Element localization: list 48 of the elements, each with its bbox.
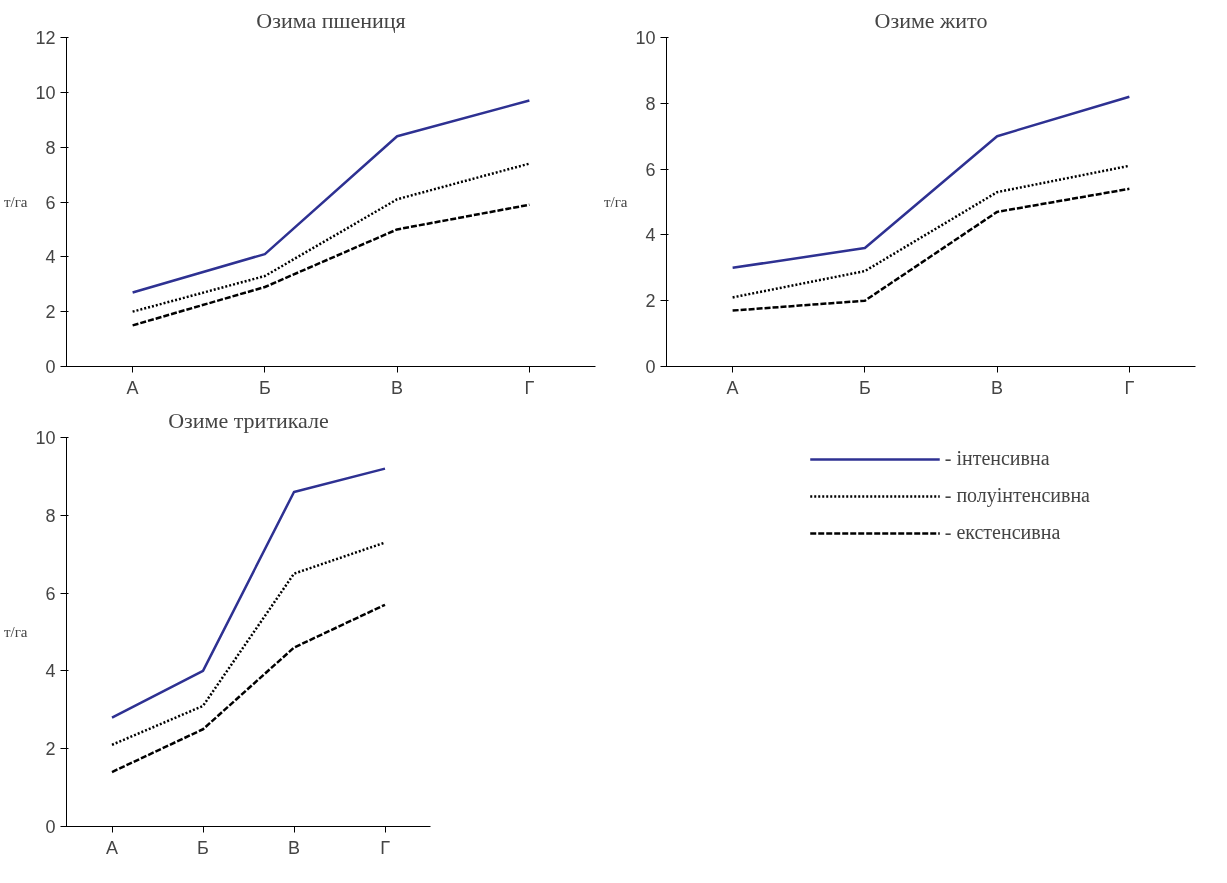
x-tick-label: А [126, 377, 139, 398]
y-tick-label: 6 [45, 192, 56, 213]
line-series [131, 99, 531, 294]
chart-title: Озиме тритикале [168, 407, 329, 433]
y-tick-label: 4 [645, 225, 656, 246]
x-tick-label: А [726, 377, 739, 398]
x-tick-label: В [991, 377, 1004, 398]
y-tick-label: 2 [45, 739, 56, 760]
y-tick-label: 0 [45, 357, 56, 377]
x-tick-label: Б [858, 377, 871, 398]
y-tick-label: 6 [645, 159, 656, 180]
y-tick-label: 8 [645, 93, 656, 114]
chart-title: Озима пшениця [256, 7, 406, 33]
y-tick-label: 0 [45, 817, 56, 837]
text: - інтенсивна [944, 447, 1050, 470]
y-axis-title: т/га [3, 194, 28, 210]
y-tick-label: 6 [45, 583, 56, 604]
y-tick-label: 2 [645, 291, 656, 312]
y-axis-title: т/га [603, 194, 628, 210]
line-series [731, 164, 1131, 299]
line-series [731, 95, 1131, 270]
y-tick-label: 10 [35, 428, 56, 448]
x-tick-label: В [288, 837, 301, 858]
y-tick-label: 10 [635, 28, 656, 48]
y-tick-label: 4 [45, 247, 56, 268]
line-series [110, 603, 387, 774]
y-axis-title: т/га [3, 624, 28, 640]
y-tick-label: 2 [45, 302, 56, 323]
x-tick-label: Г [1124, 377, 1135, 398]
line-series [110, 541, 387, 747]
text: - полуінтенсивна [944, 484, 1090, 507]
y-tick-label: 8 [45, 137, 56, 158]
x-tick-label: Г [380, 837, 391, 858]
x-tick-label: Г [524, 377, 535, 398]
line-series [110, 467, 387, 719]
y-tick-label: 0 [645, 357, 656, 377]
y-tick-label: 12 [35, 28, 56, 48]
x-tick-label: А [106, 837, 119, 858]
y-tick-label: 10 [35, 82, 56, 103]
text: - екстенсивна [944, 521, 1061, 544]
line-series [131, 162, 531, 313]
line-series [731, 187, 1131, 312]
x-tick-label: В [391, 377, 404, 398]
x-tick-label: Б [258, 377, 271, 398]
chart-title: Озиме жито [874, 7, 988, 33]
y-tick-label: 4 [45, 661, 56, 682]
x-tick-label: Б [197, 837, 209, 858]
y-tick-label: 8 [45, 505, 56, 526]
